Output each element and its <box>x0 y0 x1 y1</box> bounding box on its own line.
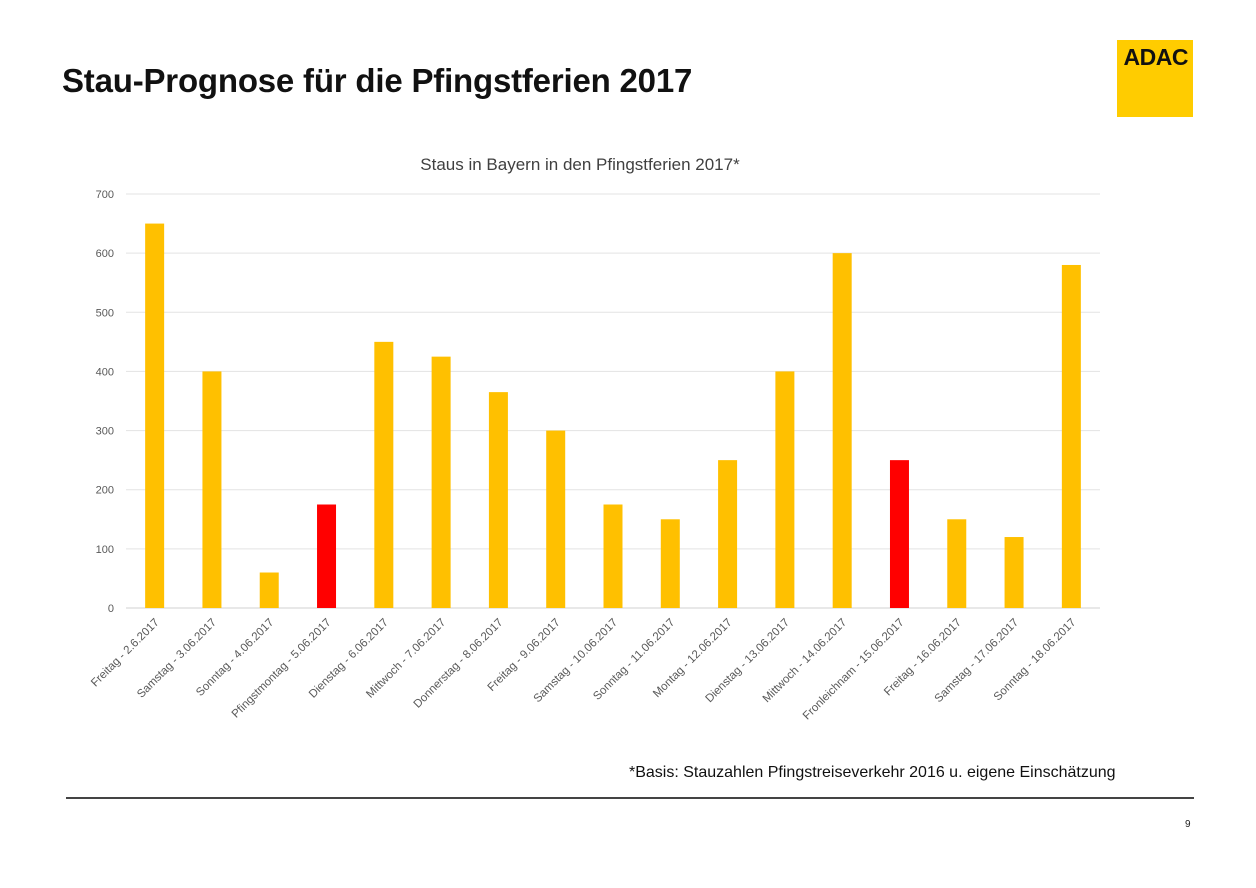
bar <box>145 223 165 609</box>
bar <box>374 341 394 608</box>
y-tick-label: 0 <box>108 603 114 615</box>
y-tick-label: 200 <box>96 485 114 497</box>
bar <box>947 519 967 608</box>
slide-title: Stau-Prognose für die Pfingstferien 2017 <box>62 62 693 99</box>
bar <box>1061 264 1081 608</box>
bar <box>317 504 337 608</box>
bar <box>546 430 566 608</box>
bar <box>660 519 680 608</box>
y-tick-label: 300 <box>96 426 114 438</box>
y-axis: 0 100 200 300 400 500 600 700 <box>96 189 114 615</box>
bar <box>889 460 909 608</box>
y-tick-label: 100 <box>96 544 114 556</box>
y-tick-label: 500 <box>96 307 114 319</box>
bar <box>259 572 279 608</box>
gridlines <box>126 193 1100 609</box>
bar <box>202 371 222 608</box>
bar-chart: Staus in Bayern in den Pfingstferien 201… <box>89 155 1100 723</box>
bar <box>431 356 451 608</box>
x-tick-label: Pfingstmontag - 5.06.2017 <box>230 617 334 721</box>
chart-title: Staus in Bayern in den Pfingstferien 201… <box>420 155 740 174</box>
bar <box>488 392 508 608</box>
y-tick-label: 400 <box>96 366 114 378</box>
bar <box>1004 537 1024 608</box>
adac-logo: ADAC <box>1117 40 1193 117</box>
y-tick-label: 600 <box>96 248 114 260</box>
bar <box>603 504 623 608</box>
footer-divider <box>66 797 1194 799</box>
footnote: *Basis: Stauzahlen Pfingstreiseverkehr 2… <box>629 764 1116 781</box>
y-tick-label: 700 <box>96 189 114 201</box>
bar <box>832 253 852 608</box>
page-number: 9 <box>1185 819 1191 830</box>
adac-logo-text: ADAC <box>1123 44 1189 70</box>
bar <box>775 371 795 608</box>
bar <box>718 460 738 608</box>
bars <box>145 223 1081 609</box>
x-tick-label: Fronleichnam - 15.06.2017 <box>801 617 907 723</box>
